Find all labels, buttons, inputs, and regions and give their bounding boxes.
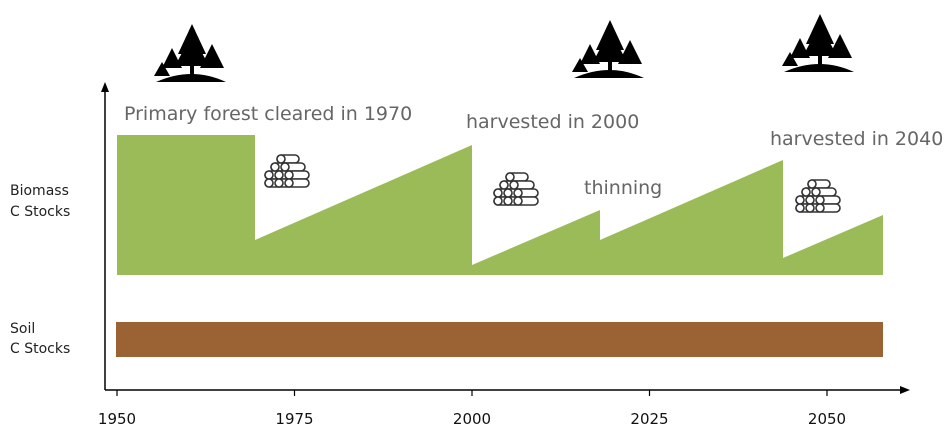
y-label: C Stocks <box>10 204 70 220</box>
x-tick-label: 2000 <box>453 410 491 428</box>
annotation: harvested in 2000 <box>466 111 639 133</box>
logs-icon <box>264 154 310 188</box>
logs-icon <box>795 179 841 213</box>
annotation: thinning <box>584 177 662 199</box>
x-tick-label: 1950 <box>98 410 136 428</box>
annotation: Primary forest cleared in 1970 <box>124 103 412 125</box>
y-label: Biomass <box>10 183 69 199</box>
x-tick-label: 2025 <box>630 410 668 428</box>
soil-band <box>116 322 883 357</box>
x-tick-label: 2050 <box>808 410 846 428</box>
y-arrow <box>101 82 109 92</box>
y-label: C Stocks <box>10 341 70 357</box>
y-label: Soil <box>10 321 35 337</box>
x-arrow <box>900 386 910 394</box>
tree-icon <box>572 20 644 78</box>
tree-icon <box>154 24 226 82</box>
x-tick-label: 1975 <box>275 410 313 428</box>
biomass-area <box>117 135 883 275</box>
tree-icon <box>782 14 854 72</box>
logs-icon <box>493 172 539 206</box>
annotation: harvested in 2040 <box>770 128 943 150</box>
